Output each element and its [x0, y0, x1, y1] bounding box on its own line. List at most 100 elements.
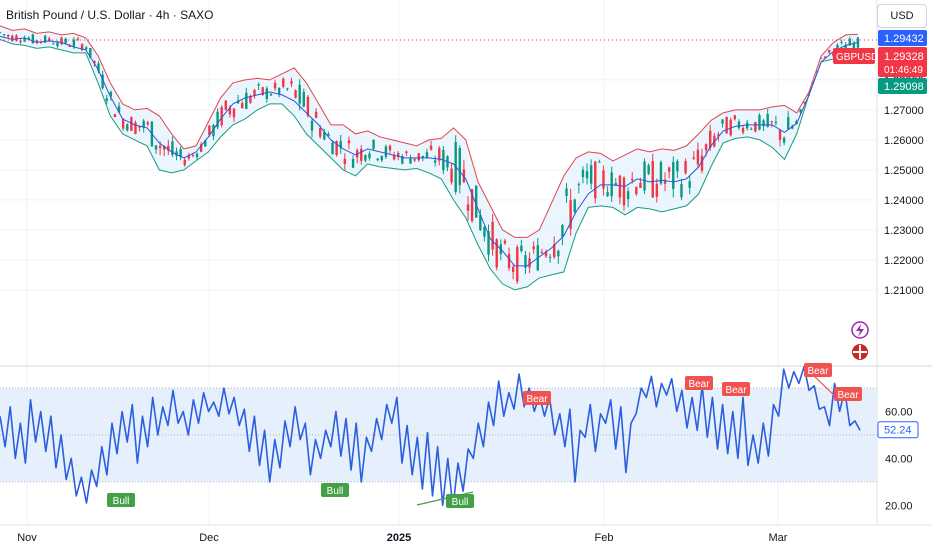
candle-body	[622, 177, 626, 206]
candle-body	[175, 151, 178, 156]
candle-body	[770, 121, 773, 123]
candle-body	[80, 44, 84, 51]
tag-last: 1.29328	[884, 51, 924, 63]
rsi-line	[0, 366, 861, 509]
candle-body	[544, 251, 548, 257]
candle-body	[232, 108, 236, 118]
bull-badge-bg	[446, 494, 474, 508]
candle-body	[606, 192, 609, 197]
bull-badge: Bull	[327, 486, 344, 497]
candle-body	[413, 158, 416, 161]
candle-body	[663, 179, 667, 184]
candle-body	[117, 106, 121, 113]
candle-body	[672, 161, 675, 189]
candle-body	[376, 158, 379, 161]
candle-body	[249, 96, 252, 103]
candle-body	[302, 92, 305, 107]
candle-body	[0, 32, 2, 34]
candle-body	[651, 161, 654, 198]
candle-body	[828, 50, 831, 53]
candle-body	[409, 157, 412, 164]
candle-body	[745, 122, 749, 129]
candle-body	[72, 39, 76, 47]
candle-body	[126, 124, 129, 131]
candle-body	[421, 155, 425, 158]
tag-high-bg	[878, 30, 927, 46]
candle-body	[507, 254, 511, 269]
tag-countdown: 01:46:49	[884, 65, 923, 76]
candle-body	[265, 88, 269, 100]
time-label: Nov	[17, 532, 37, 544]
candle-body	[655, 183, 659, 197]
candle-body	[290, 81, 293, 84]
chart-title: British Pound / U.S. Dollar · 4h · SAXO	[6, 8, 214, 22]
candle-body	[253, 89, 256, 96]
currency-button[interactable]: USD	[877, 4, 927, 28]
candle-body	[60, 37, 63, 45]
time-label: 2025	[387, 532, 411, 544]
candle-body	[187, 154, 191, 159]
candle-body	[121, 119, 125, 129]
candle-body	[364, 155, 367, 161]
price-tick-label: 1.24000	[884, 195, 924, 207]
candle-body	[130, 117, 133, 131]
candle-body	[635, 187, 638, 195]
tag-low-bg	[878, 78, 927, 94]
candle-body	[429, 145, 433, 150]
candle-body	[31, 34, 35, 44]
candle-body	[212, 125, 215, 137]
candle-body	[310, 120, 314, 131]
candle-body	[848, 38, 851, 46]
candle-body	[844, 45, 847, 50]
candle-body	[35, 40, 39, 43]
candle-body	[561, 224, 564, 237]
bear-badge-bg	[685, 376, 713, 390]
candle-body	[754, 121, 757, 132]
tag-last-bg	[878, 47, 927, 77]
candle-body	[836, 44, 839, 50]
candle-body	[335, 140, 338, 155]
candle-body	[134, 122, 137, 134]
candle-body	[511, 266, 515, 272]
rsi-tick-label: 20.00	[885, 500, 913, 512]
candle-body	[85, 47, 88, 50]
candle-body	[721, 119, 724, 124]
candle-body	[766, 114, 769, 127]
candle-body	[840, 41, 843, 43]
candle-body	[191, 154, 195, 156]
candle-body	[852, 43, 856, 51]
candle-body	[602, 170, 605, 189]
bull-badge-bg	[107, 493, 135, 507]
bear-badge: Bear	[688, 379, 710, 390]
candle-body	[815, 71, 819, 73]
candle-body	[331, 142, 334, 155]
candle-body	[589, 165, 593, 184]
candle-body	[163, 146, 166, 150]
candle-body	[470, 189, 474, 221]
candle-body	[614, 183, 617, 186]
candle-body	[282, 78, 285, 87]
bear-badge: Bear	[807, 366, 829, 377]
candle-body	[384, 146, 388, 157]
candle-body	[741, 127, 745, 133]
rsi-current-bg	[877, 421, 919, 439]
candle-body	[339, 141, 342, 149]
candle-body	[475, 185, 478, 218]
candle-body	[146, 122, 149, 125]
candle-body	[93, 60, 96, 64]
candle-body	[692, 157, 695, 159]
bear-badge-bg	[523, 391, 551, 405]
candle-body	[610, 172, 613, 197]
price-tick-label: 1.27000	[884, 105, 924, 117]
candle-body	[733, 115, 737, 120]
candle-body	[323, 131, 326, 140]
candle-body	[795, 121, 798, 124]
bear-badge-bg	[804, 363, 832, 377]
candle-body	[532, 246, 535, 250]
candle-body	[557, 250, 560, 257]
candle-body	[405, 151, 408, 153]
candle-body	[458, 147, 461, 186]
candle-body	[401, 156, 404, 164]
